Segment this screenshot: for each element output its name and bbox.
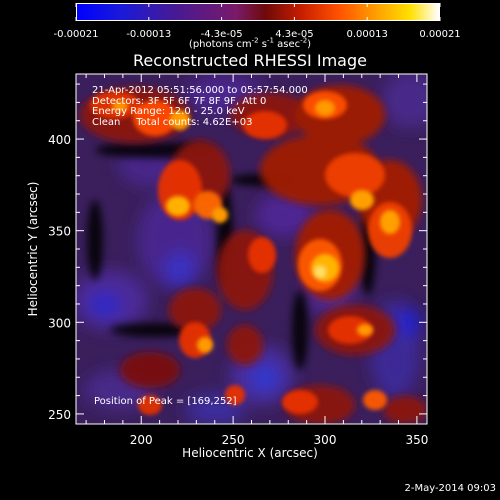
x-axis-label: Heliocentric X (arcsec) [182,446,318,460]
y-tick-label: 250 [48,408,71,422]
x-tick-label: 350 [405,433,428,447]
colorbar-ticks: -0.00021 -0.00013 -4.3e-05 4.3e-05 0.00013 0.… [54,3,461,40]
colorbar-tick-label: 0.00021 [419,29,460,40]
plot-title: Reconstructed RHESSI Image [133,51,367,70]
colorbar [76,3,440,21]
y-tick-label: 300 [48,316,71,330]
clean-counts-text: Clean Total counts: 4.62E+03 [92,116,253,128]
y-tick-label: 350 [48,225,71,239]
rhessi-image [76,74,427,424]
x-tick-label: 200 [130,433,153,447]
x-axis: 200 250 300 350 [85,74,428,447]
energy-range-text: Energy Range: 12.0 - 25.0 keV [92,106,245,117]
detectors-text: Detectors: 3F 5F 6F 7F 8F 9F, Att 0 [92,95,267,107]
image-info-overlay: 21-Apr-2012 05:51:56.000 to 05:57:54.000… [92,85,308,128]
colorbar-tick-label: -0.00021 [54,29,99,40]
y-tick-label: 400 [48,133,71,147]
peak-position-text: Position of Peak = [169,252] [94,396,237,407]
colorbar-gradient [77,4,439,20]
time-range-text: 21-Apr-2012 05:51:56.000 to 05:57:54.000 [92,85,308,96]
colorbar-tick-label: -0.00013 [126,29,171,40]
x-tick-label: 250 [222,433,245,447]
y-axis-label: Heliocentric Y (arcsec) [26,181,40,317]
colorbar-tick-label: -4.3e-05 [201,29,243,40]
colorbar-units: (photons cm-2 s-1 asec-2) [188,36,312,50]
y-axis: 250 300 350 400 [48,83,427,422]
colorbar-tick-label: 0.00013 [347,29,388,40]
plot-axes: 200 250 300 350 250 300 350 400 [48,73,428,447]
colorbar-tick-label: 4.3e-05 [275,29,313,40]
timestamp: 2-May-2014 09:03 [404,483,496,494]
x-tick-label: 300 [314,433,337,447]
